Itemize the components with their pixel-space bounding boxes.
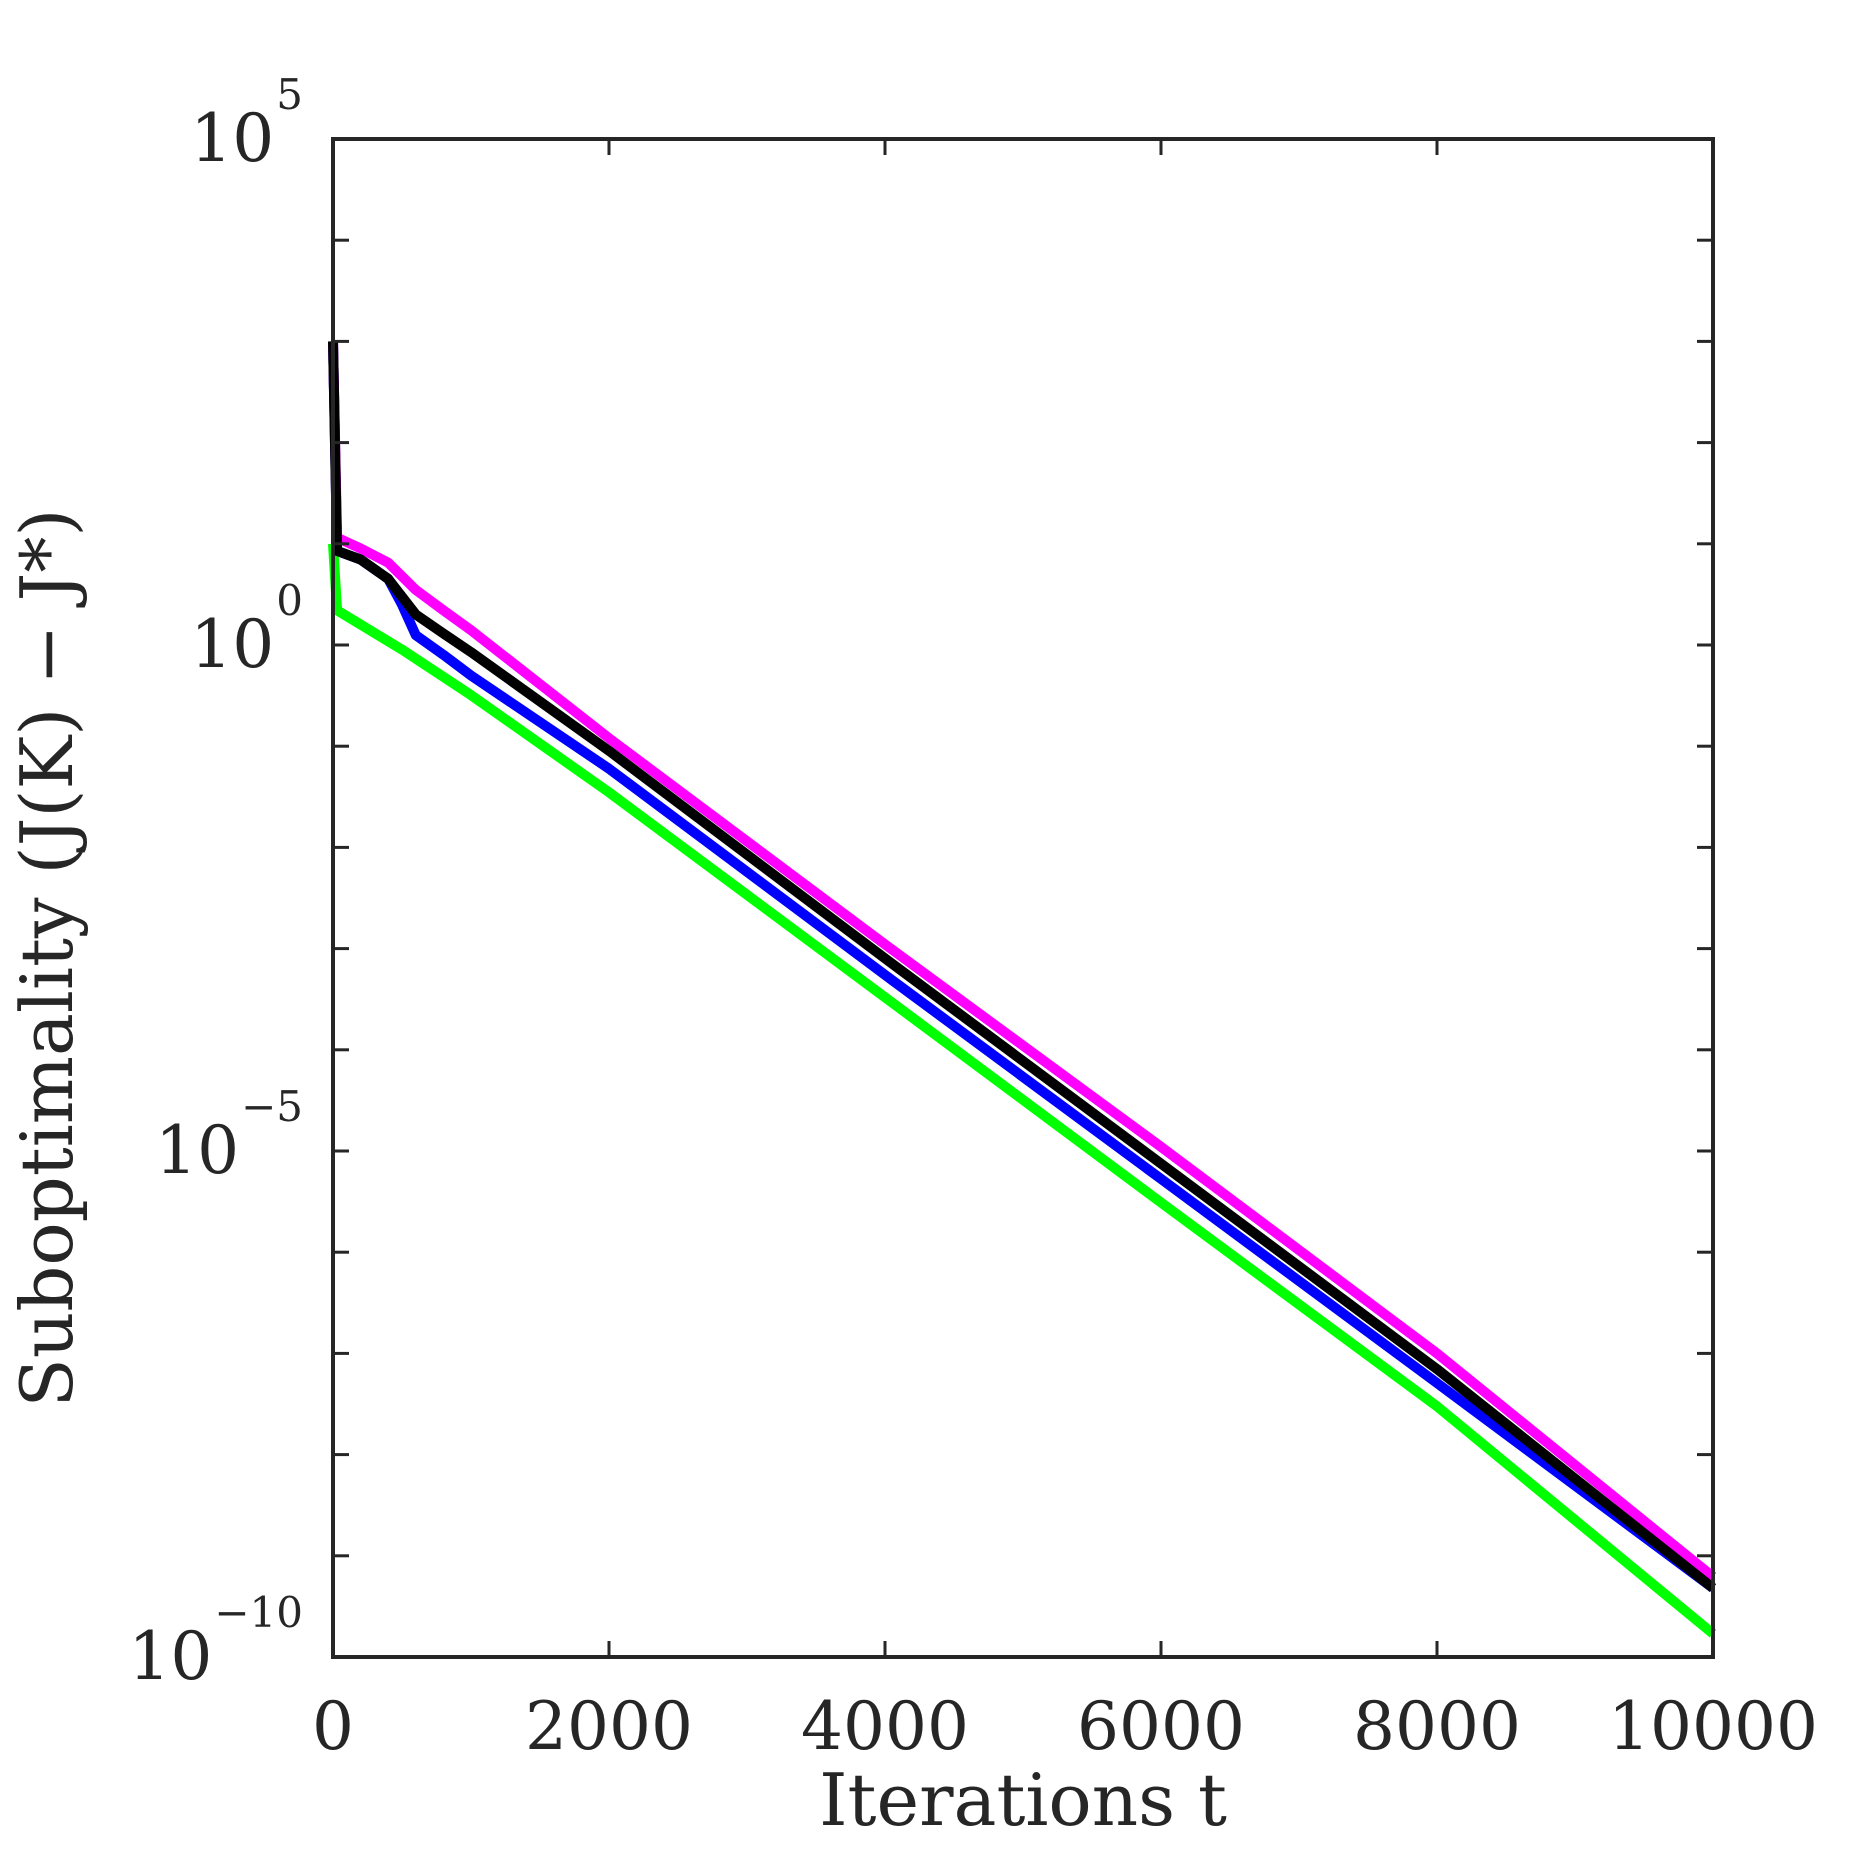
series-line-2 <box>328 543 1717 1638</box>
y-tick-base: 10 <box>190 606 274 683</box>
y-axis-label: Suboptimality (J(K) − J*) <box>5 509 89 1408</box>
plot-frame <box>331 137 1715 1659</box>
y-tick-label: 510 <box>190 70 303 177</box>
x-tick-labels: 0 2000 4000 6000 8000 10000 <box>312 1688 1818 1765</box>
x-tick-label: 8000 <box>1353 1688 1521 1765</box>
y-tick-exponent: −10 <box>214 1588 303 1637</box>
y-tick-base: 10 <box>190 100 274 177</box>
x-axis-label: Iterations t <box>819 1758 1227 1842</box>
y-tick-exponent: 0 <box>276 576 303 625</box>
series-line-4 <box>328 341 1717 1593</box>
x-tick-label: 10000 <box>1608 1688 1818 1765</box>
y-tick-exponent: 5 <box>276 70 303 119</box>
y-tick-label: −510 <box>155 1082 303 1189</box>
series-layer <box>328 341 1717 1638</box>
y-tick-base: 10 <box>128 1618 212 1695</box>
x-tick-label: 4000 <box>801 1688 969 1765</box>
y-tick-exponent: −5 <box>241 1082 303 1131</box>
series-line-3 <box>328 341 1717 1581</box>
x-tick-label: 6000 <box>1077 1688 1245 1765</box>
series-line-1 <box>328 341 1716 1593</box>
y-tick-label: 010 <box>190 576 303 683</box>
x-tick-label: 2000 <box>525 1688 693 1765</box>
y-tick-base: 10 <box>155 1112 239 1189</box>
x-tick-label: 0 <box>312 1688 354 1765</box>
